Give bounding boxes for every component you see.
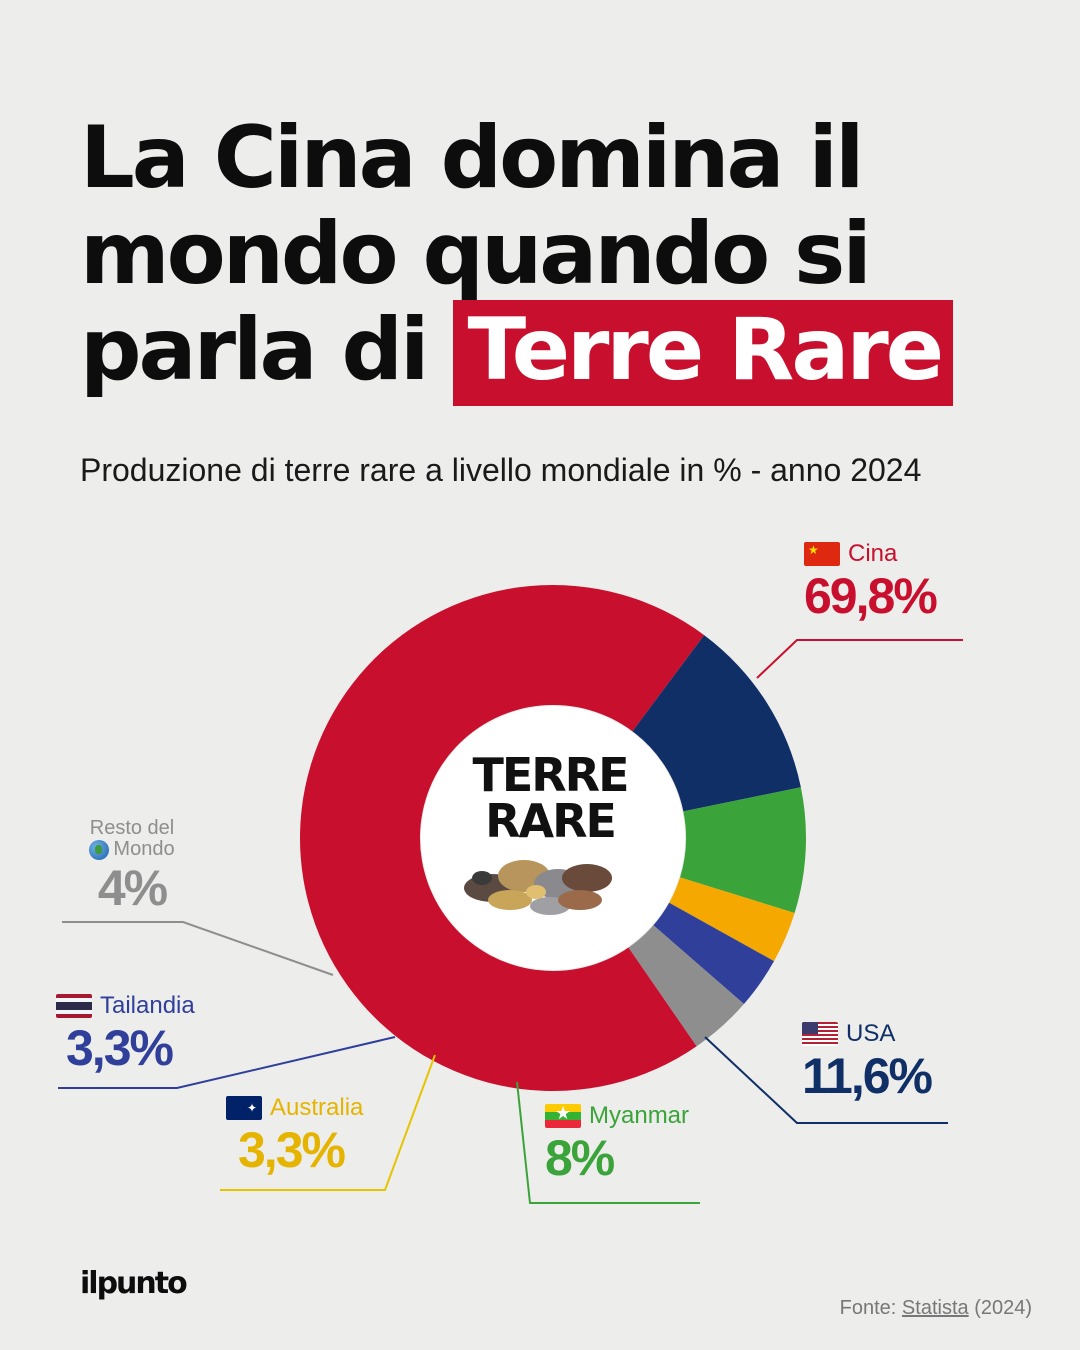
- globe-icon: [89, 839, 110, 860]
- ilpunto-logo: ilpunto: [80, 1266, 188, 1301]
- china-flag-icon: [804, 542, 840, 566]
- title-highlight: Terre Rare: [453, 300, 954, 406]
- subtitle: Produzione di terre rare a livello mondi…: [80, 452, 922, 488]
- leader-line-resto: [62, 921, 334, 976]
- leader-line-cina: [756, 639, 963, 679]
- label-cina-value: 69,8%: [804, 568, 938, 624]
- source-prefix: Fonte:: [839, 1297, 897, 1319]
- donut-slice-resto: [628, 925, 744, 1047]
- label-usa-name: USA: [846, 1020, 896, 1047]
- label-tailandia: Tailandia 3,3%: [56, 992, 195, 1076]
- label-myanmar: Myanmar 8%: [545, 1102, 689, 1186]
- title-line-3: parla di Terre Rare: [80, 300, 954, 406]
- label-tailandia-name: Tailandia: [100, 992, 195, 1019]
- donut-hole: [421, 706, 685, 970]
- source-suffix: (2024): [974, 1297, 1032, 1319]
- source-link[interactable]: Statista: [901, 1297, 969, 1319]
- label-tailandia-value: 3,3%: [66, 1020, 174, 1076]
- donut-slice-cina: [300, 585, 705, 1091]
- donut-slice-tailandia: [653, 902, 775, 1004]
- title-line-2: mondo quando si: [80, 204, 872, 304]
- center-label-line-1: TERRE: [472, 748, 629, 802]
- label-usa-value: 11,6%: [802, 1048, 933, 1104]
- center-label-line-2: RARE: [485, 794, 617, 848]
- label-myanmar-value: 8%: [545, 1130, 615, 1186]
- leader-line-usa: [704, 1036, 948, 1124]
- usa-flag-icon: [802, 1022, 838, 1046]
- label-usa: USA 11,6%: [802, 1020, 933, 1104]
- label-resto-name-line-2: Mondo: [113, 838, 175, 860]
- donut-slice-usa: [632, 635, 801, 812]
- label-cina: Cina 69,8%: [804, 540, 938, 624]
- label-australia: Australia 3,3%: [226, 1094, 363, 1178]
- rare-earth-rocks-image: [464, 860, 612, 915]
- myanmar-flag-icon: [545, 1104, 581, 1128]
- label-australia-name: Australia: [270, 1094, 364, 1121]
- thailand-flag-icon: [56, 994, 92, 1018]
- label-resto-name-line-2-wrap: Mondo: [80, 839, 184, 860]
- leader-line-australia: [220, 1054, 436, 1191]
- label-australia-value: 3,3%: [238, 1122, 346, 1178]
- source-note: Fonte: Statista (2024): [840, 1297, 1032, 1320]
- leader-line-tailandia: [58, 1036, 396, 1089]
- label-resto-value: 4%: [97, 860, 168, 916]
- label-resto: Resto del Mondo 4%: [80, 818, 184, 916]
- donut-slice-myanmar: [680, 787, 806, 913]
- label-cina-name: Cina: [848, 540, 898, 567]
- title-line-1: La Cina domina il: [80, 108, 864, 208]
- title-line-3-prefix: parla di: [80, 300, 429, 400]
- center-label: TERRE RARE: [445, 752, 655, 844]
- page-title: La Cina domina il mondo quando si parla …: [80, 108, 954, 406]
- donut-slice-australia: [669, 877, 795, 962]
- label-myanmar-name: Myanmar: [589, 1102, 690, 1129]
- label-resto-name-line-1: Resto del: [89, 817, 175, 839]
- australia-flag-icon: [226, 1096, 262, 1120]
- leader-line-myanmar: [516, 1081, 700, 1204]
